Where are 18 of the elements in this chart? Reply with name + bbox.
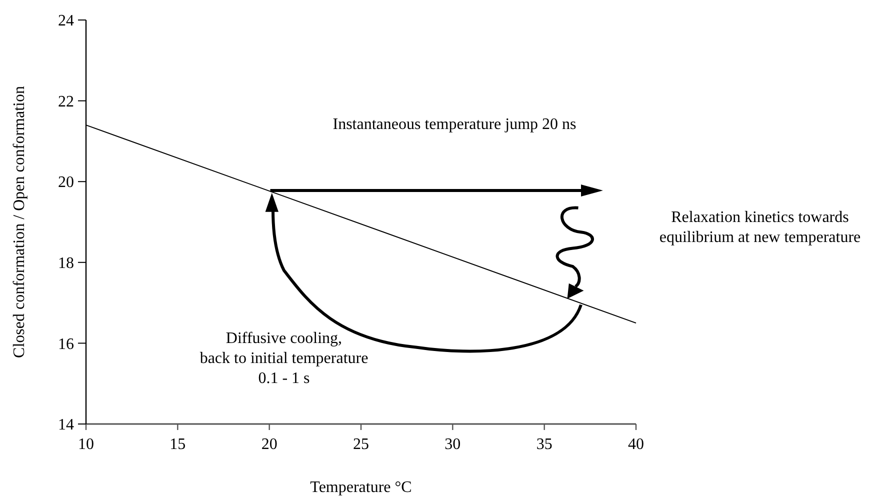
y-tick-label: 18 — [58, 255, 74, 272]
y-tick-label: 24 — [58, 12, 74, 30]
x-tick-label: 30 — [444, 436, 461, 453]
y-tick-label: 22 — [58, 93, 74, 110]
annotation: Instantaneous temperature jump 20 ns — [332, 116, 576, 134]
x-axis-title: Temperature °C — [310, 479, 412, 496]
x-tick-label: 35 — [536, 436, 552, 453]
x-tick-label: 25 — [353, 436, 369, 453]
text: Relaxation kinetics towards equilibrium at new temperature — [659, 209, 861, 246]
x-tick-label: 15 — [170, 436, 186, 453]
y-tick-label: 20 — [58, 174, 74, 192]
x-tick-label: 20 — [261, 436, 278, 453]
y-axis-title: Closed conformation / Open conformation — [11, 86, 28, 358]
x-tick-label: 10 — [78, 436, 94, 453]
y-tick-label: 16 — [58, 336, 74, 353]
x-tick-label: 40 — [628, 436, 644, 453]
annotation: Diffusive cooling, back to initial temperature 0.1 - 1 s — [200, 330, 368, 388]
y-tick-label: 14 — [58, 416, 74, 434]
